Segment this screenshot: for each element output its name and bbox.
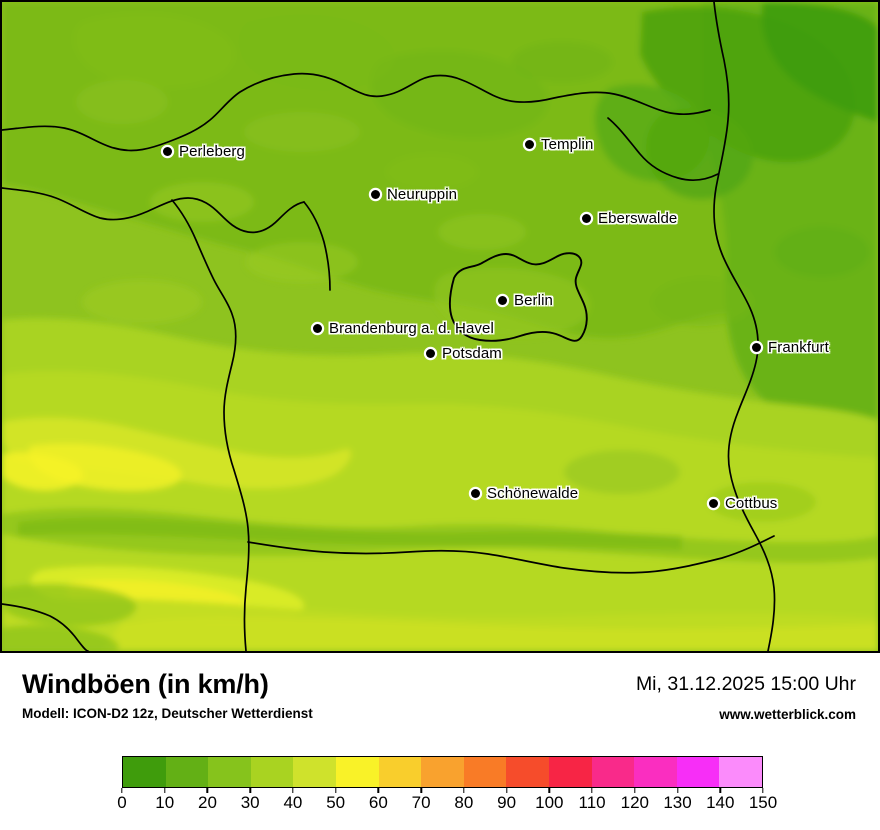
color-swatch-130-140 — [676, 757, 720, 787]
city-dot-icon — [471, 489, 480, 498]
site-url: www.wetterblick.com — [719, 707, 856, 722]
tick-mark — [634, 788, 636, 793]
color-swatch-120-130 — [634, 757, 677, 787]
city-label: Eberswalde — [598, 210, 678, 227]
city-dot-icon — [709, 499, 718, 508]
tick-mark — [121, 788, 123, 793]
tick-label: 40 — [283, 793, 303, 812]
weather-map[interactable]: Perleberg Neuruppin Templin Eberswalde B… — [0, 0, 880, 653]
city-label: Schönewalde — [487, 485, 579, 502]
tick-label: 30 — [240, 793, 260, 812]
color-swatch-70-80 — [421, 757, 464, 787]
tick-mark — [420, 788, 422, 793]
tick-label: 60 — [368, 793, 388, 812]
tick-label: 10 — [155, 793, 175, 812]
color-swatch-10-20 — [165, 757, 209, 787]
tick-mark — [505, 788, 508, 793]
city-dot-icon — [426, 349, 435, 358]
title-block: Windböen (in km/h) Modell: ICON-D2 12z, … — [22, 669, 313, 722]
color-swatch-90-100 — [506, 757, 549, 787]
city-dot-icon — [371, 190, 380, 199]
color-swatch-110-120 — [591, 757, 635, 787]
tick-mark — [164, 788, 166, 793]
color-swatch-100-110 — [548, 757, 592, 787]
color-swatch-60-70 — [378, 757, 422, 787]
city-label: Berlin — [514, 292, 553, 309]
color-bar — [122, 756, 763, 788]
tick-label: 150 — [748, 793, 778, 812]
city-label: Frankfurt — [768, 339, 829, 356]
tick-label: 0 — [117, 793, 127, 812]
color-swatch-140-150 — [719, 757, 762, 787]
wind-gust-raster — [2, 2, 878, 651]
city-label: Cottbus — [725, 495, 778, 512]
city-label: Neuruppin — [387, 186, 458, 203]
tick-label: 130 — [663, 793, 692, 812]
city-dot-icon — [525, 140, 534, 149]
tick-mark — [334, 788, 337, 793]
tick-mark — [463, 788, 465, 793]
tick-label: 20 — [197, 793, 217, 812]
city-dot-icon — [582, 214, 591, 223]
color-swatch-50-60 — [335, 757, 379, 787]
tick-label: 120 — [620, 793, 649, 812]
city-marker-schoenewalde[interactable]: Schönewalde — [471, 485, 578, 502]
tick-label: 100 — [535, 793, 564, 812]
city-label: Perleberg — [179, 143, 245, 160]
tick-mark — [377, 788, 380, 793]
city-marker-cottbus[interactable]: Cottbus — [709, 495, 777, 512]
city-marker-frankfurt[interactable]: Frankfurt — [752, 339, 829, 356]
tick-label: 140 — [706, 793, 735, 812]
city-marker-templin[interactable]: Templin — [525, 136, 593, 153]
tick-mark — [591, 788, 593, 793]
tick-mark — [206, 788, 209, 793]
city-label: Templin — [541, 136, 594, 153]
forecast-timestamp: Mi, 31.12.2025 15:00 Uhr — [635, 673, 856, 695]
city-marker-potsdam[interactable]: Potsdam — [426, 345, 502, 362]
tick-label: 70 — [411, 793, 431, 812]
color-swatch-80-90 — [463, 757, 507, 787]
tick-label: 80 — [454, 793, 474, 812]
color-swatch-30-40 — [250, 757, 294, 787]
city-label: Potsdam — [442, 345, 502, 362]
color-bar-ticks: 0 10 20 30 40 50 60 70 80 90 100 110 120 130 140 150 — [117, 788, 777, 816]
meta-block: Mi, 31.12.2025 15:00 Uhr www.wetterblick… — [636, 673, 856, 722]
color-scale-legend: 0 10 20 30 40 50 60 70 80 90 100 110 120 130 140 150 — [117, 756, 777, 816]
city-marker-perleberg[interactable]: Perleberg — [163, 143, 245, 160]
tick-label: 50 — [326, 793, 346, 812]
tick-mark — [719, 788, 721, 793]
tick-label: 110 — [578, 793, 606, 812]
city-dot-icon — [752, 343, 761, 352]
city-marker-berlin[interactable]: Berlin — [498, 292, 553, 309]
tick-mark — [762, 788, 764, 793]
map-footer: Windböen (in km/h) Modell: ICON-D2 12z, … — [0, 653, 880, 830]
color-swatch-0-10 — [123, 757, 166, 787]
tick-mark — [676, 788, 679, 793]
tick-mark — [249, 788, 251, 793]
city-marker-brandenburg-an-der-havel[interactable]: Brandenburg a. d. Havel — [313, 320, 494, 337]
tick-mark — [548, 788, 551, 793]
city-marker-eberswalde[interactable]: Eberswalde — [582, 210, 677, 227]
page-title: Windböen (in km/h) — [22, 669, 269, 699]
city-dot-icon — [163, 147, 172, 156]
city-dot-icon — [313, 324, 322, 333]
city-dot-icon — [498, 296, 507, 305]
tick-mark — [292, 788, 294, 793]
tick-label: 90 — [497, 793, 517, 812]
color-swatch-40-50 — [293, 757, 336, 787]
color-swatch-20-30 — [208, 757, 251, 787]
model-subtitle: Modell: ICON-D2 12z, Deutscher Wetterdie… — [22, 706, 313, 722]
city-marker-neuruppin[interactable]: Neuruppin — [371, 186, 457, 203]
city-label: Brandenburg a. d. Havel — [329, 320, 494, 337]
